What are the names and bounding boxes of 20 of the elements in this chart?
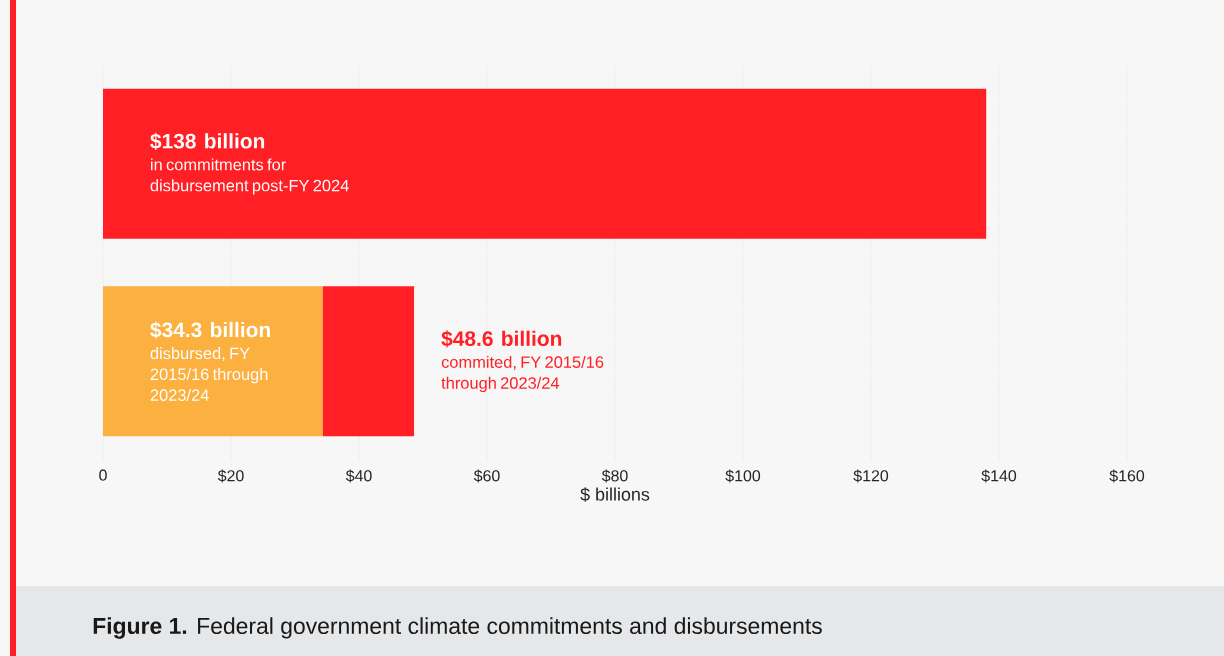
x-tick-label: $120 (853, 469, 889, 483)
x-tick-label: $20 (217, 469, 244, 483)
x-tick-label: $160 (1109, 469, 1145, 483)
annotation: $34.3 billion (150, 321, 270, 339)
bar (322, 286, 415, 437)
x-tick-label: $140 (981, 469, 1017, 483)
x-tick-label: $80 (601, 469, 628, 483)
annotation: $48.6 billion (441, 330, 562, 348)
annotation: $138 billion (150, 132, 265, 150)
bar (103, 88, 987, 239)
annotation: commited, FY 2015/16 through 2023/24 (441, 355, 604, 393)
x-axis-title: $ billions (580, 487, 650, 502)
x-tick-label: $100 (725, 469, 761, 483)
x-tick-label: $60 (473, 469, 500, 483)
annotation: disbursed, FY 2015/16 through 2023/24 (150, 347, 268, 401)
x-tick-label: $40 (345, 469, 372, 483)
x-tick-label: 0 (99, 469, 107, 481)
bar (103, 286, 323, 437)
text: Figure 1. Federal government climate commitments and disbursements (93, 617, 822, 639)
annotation: in commitments for disbursement post-FY 2024 (150, 158, 349, 195)
